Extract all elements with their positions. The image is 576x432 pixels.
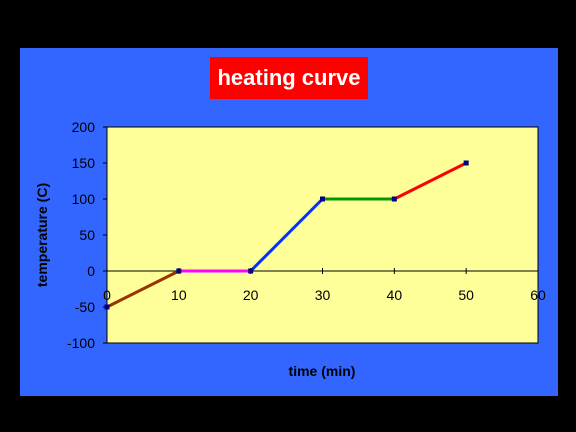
y-axis-title: temperature (C) [34, 183, 50, 287]
data-markers [104, 160, 469, 310]
x-tick-label: 0 [103, 287, 111, 303]
x-tick-label: 10 [171, 287, 187, 303]
y-tick-label: -100 [67, 335, 95, 351]
curve-segment [393, 161, 467, 201]
data-point [176, 268, 182, 274]
x-tick-label: 40 [387, 287, 403, 303]
y-tick-label: 0 [87, 263, 95, 279]
data-point [104, 304, 110, 310]
x-tick-label: 60 [530, 287, 546, 303]
y-tick-labels: -100 -50 0 50 100 150 200 [67, 119, 95, 351]
x-tick-label: 30 [315, 287, 331, 303]
curve-segment [106, 269, 180, 309]
data-point [391, 196, 397, 202]
chart-title: heating curve [217, 65, 361, 90]
x-tick-label: 20 [243, 287, 259, 303]
y-tick-label: 150 [72, 155, 96, 171]
x-tick-labels: 0 10 20 30 40 50 60 [103, 287, 546, 303]
y-tick-label: 200 [72, 119, 96, 135]
chart-title-box: heating curve [210, 57, 368, 99]
x-tick-label: 50 [458, 287, 474, 303]
x-axis-title: time (min) [289, 363, 356, 379]
y-tick-label: 100 [72, 191, 96, 207]
curve-segment [249, 197, 324, 273]
data-segments [106, 161, 467, 309]
y-tick-label: -50 [75, 299, 95, 315]
data-point [248, 268, 254, 274]
plot-area [106, 126, 539, 344]
data-point [463, 160, 469, 166]
data-point [320, 196, 325, 202]
y-tick-label: 50 [79, 227, 95, 243]
